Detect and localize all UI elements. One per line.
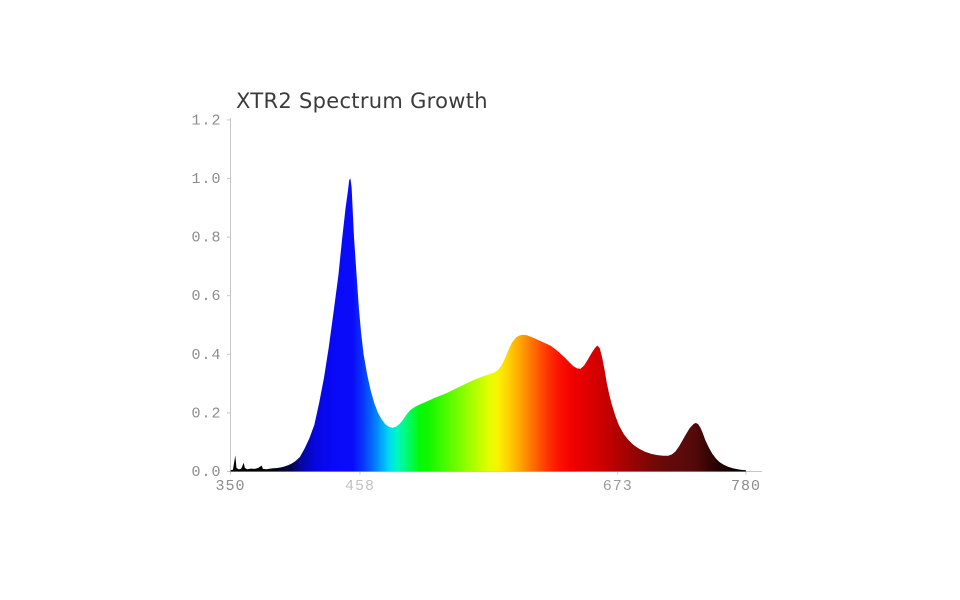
y-tick-label: 0.0 bbox=[191, 464, 221, 481]
y-tick-label: 0.8 bbox=[191, 230, 221, 247]
y-tick-label: 1.0 bbox=[191, 171, 221, 188]
x-tick-label: 780 bbox=[731, 478, 761, 495]
y-tick-label: 0.6 bbox=[191, 288, 221, 305]
y-tick-label: 1.2 bbox=[191, 112, 221, 129]
chart-title: XTR2 Spectrum Growth bbox=[236, 89, 488, 113]
x-tick-label: 350 bbox=[215, 478, 245, 495]
x-tick-label: 458 bbox=[345, 478, 375, 495]
y-tick-label: 0.4 bbox=[191, 347, 221, 364]
y-tick-label: 0.2 bbox=[191, 405, 221, 422]
x-tick-label: 673 bbox=[603, 478, 633, 495]
spectrum-area bbox=[230, 178, 746, 472]
